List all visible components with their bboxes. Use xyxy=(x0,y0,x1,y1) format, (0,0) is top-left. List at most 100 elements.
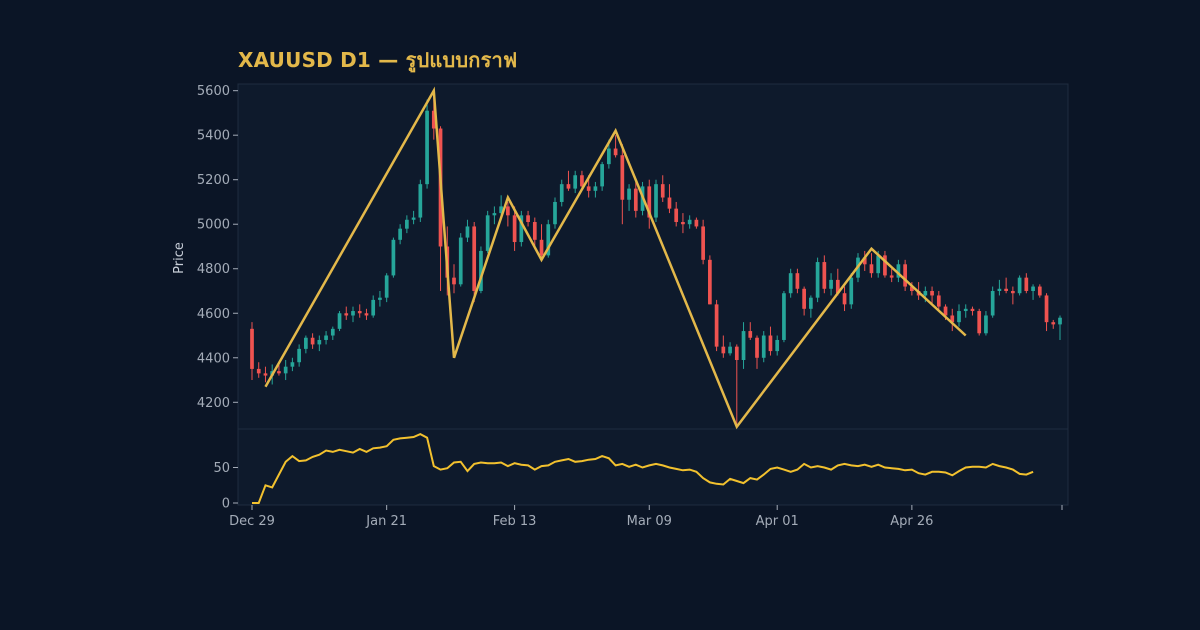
candle-body xyxy=(506,206,510,216)
candle-body xyxy=(748,331,753,338)
candle-body xyxy=(660,184,665,198)
x-tick-label: Apr 26 xyxy=(890,514,933,529)
candle-body xyxy=(654,184,658,218)
candle-body xyxy=(761,335,766,358)
candle-body xyxy=(512,215,517,243)
candle-body xyxy=(411,217,416,220)
candle-body xyxy=(290,362,295,367)
candle-body xyxy=(997,288,1002,291)
candle-body xyxy=(479,250,483,291)
candle-body xyxy=(499,206,503,214)
candle-body xyxy=(330,328,335,336)
candle-body xyxy=(963,308,968,312)
candle-body xyxy=(337,313,342,329)
candle-body xyxy=(485,215,490,251)
candle-body xyxy=(256,368,261,374)
candle-body xyxy=(378,297,382,300)
candle-body xyxy=(903,264,907,287)
candle-body xyxy=(364,313,369,316)
x-tick-label: Jan 21 xyxy=(365,514,407,529)
candle-body xyxy=(957,311,961,323)
candle-body xyxy=(977,311,982,334)
candle-body xyxy=(1044,295,1049,323)
candle-body xyxy=(795,273,800,289)
candle-body xyxy=(1017,277,1022,294)
candle-body xyxy=(519,215,524,243)
candle-body xyxy=(667,197,672,209)
candle-body xyxy=(620,155,625,200)
candle-body xyxy=(1037,286,1042,296)
candle-body xyxy=(607,148,611,165)
candle-body xyxy=(351,311,355,316)
candle-body xyxy=(566,184,571,189)
candle-body xyxy=(687,219,692,225)
x-tick-label: Apr 01 xyxy=(756,514,799,529)
candles-group xyxy=(250,90,1062,425)
candle-body xyxy=(930,291,934,296)
candle-body xyxy=(1058,317,1062,325)
candle-body xyxy=(526,215,530,222)
x-tick-label: Dec 29 xyxy=(229,514,275,529)
candle-body xyxy=(809,297,813,309)
candle-body xyxy=(923,291,928,296)
candle-body xyxy=(580,175,584,187)
candle-body xyxy=(862,257,867,265)
candle-body xyxy=(586,186,591,191)
y-tick-label: 5400 xyxy=(197,129,230,144)
candle-body xyxy=(384,275,389,298)
candle-body xyxy=(310,337,315,345)
rsi-line xyxy=(252,432,1034,504)
candle-body xyxy=(889,275,894,278)
candle-body xyxy=(371,299,376,316)
rsi-panel xyxy=(237,428,1069,506)
rsi-tick-label: 50 xyxy=(213,461,230,476)
y-tick-label: 5600 xyxy=(197,84,230,99)
candle-body xyxy=(701,226,705,260)
candle-body xyxy=(708,259,712,305)
candle-body xyxy=(304,337,308,349)
candle-body xyxy=(802,288,806,309)
candle-body xyxy=(822,262,827,289)
candle-body xyxy=(647,186,652,218)
candle-body xyxy=(277,371,281,374)
candle-body xyxy=(317,339,322,345)
chart-title: XAUUSD D1 — รูปแบบกราฟ xyxy=(238,48,518,72)
candle-body xyxy=(573,175,578,189)
candle-body xyxy=(970,308,975,312)
y-tick-label: 5200 xyxy=(197,173,230,188)
candle-body xyxy=(842,293,847,305)
candle-body xyxy=(539,239,544,256)
candle-body xyxy=(472,226,477,291)
candle-body xyxy=(788,273,793,294)
price-panel xyxy=(237,83,1069,430)
candle-body xyxy=(559,184,564,202)
candle-body xyxy=(593,186,598,191)
candle-body xyxy=(297,348,301,363)
candle-body xyxy=(1004,288,1008,291)
candle-body xyxy=(990,291,995,316)
candle-body xyxy=(984,315,988,334)
candle-body xyxy=(452,277,456,285)
candle-body xyxy=(829,279,833,289)
candle-body xyxy=(627,188,631,200)
candle-body xyxy=(405,219,409,229)
candle-body xyxy=(431,110,436,129)
x-tick-label: Feb 13 xyxy=(493,514,537,529)
candle-body xyxy=(324,335,328,340)
candle-body xyxy=(398,228,402,240)
candle-body xyxy=(553,201,557,225)
y-tick-label: 4400 xyxy=(197,351,230,366)
candle-body xyxy=(755,337,759,358)
candle-body xyxy=(910,286,914,291)
candle-body xyxy=(943,306,948,316)
candle-body xyxy=(883,255,887,276)
candle-body xyxy=(849,277,854,305)
candle-body xyxy=(1031,286,1035,291)
candle-body xyxy=(869,264,874,274)
candle-body xyxy=(546,224,551,256)
candle-body xyxy=(1011,291,1015,294)
pattern-line xyxy=(264,86,967,430)
x-tick-label: Mar 09 xyxy=(627,514,672,529)
candle-body xyxy=(465,226,470,238)
